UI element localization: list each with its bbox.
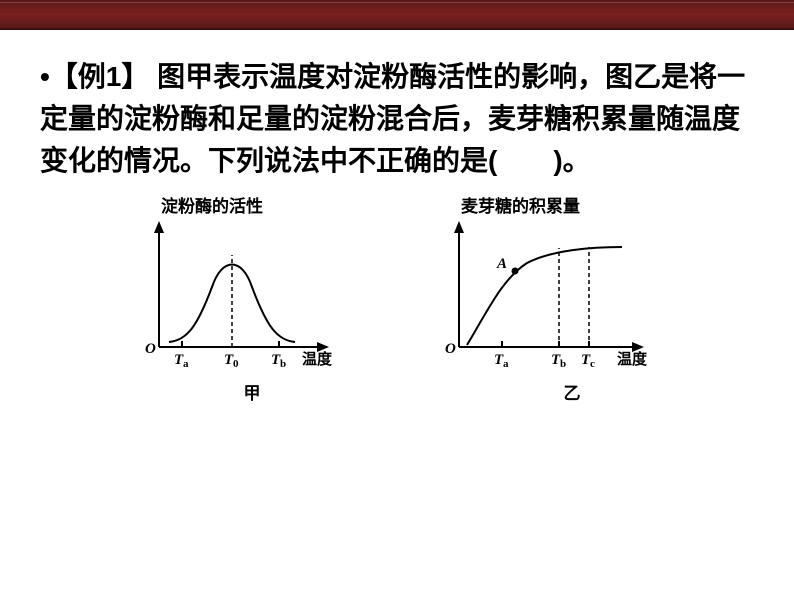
svg-text:A: A [496,256,507,272]
slide-header-bar [0,0,794,30]
svg-text:O: O [145,341,156,357]
svg-text:温度: 温度 [617,350,648,368]
svg-text:a: a [503,358,509,370]
chart-yi-svg: OATaTbTc温度 [417,217,677,377]
slide-content: •【例1】 图甲表示温度对淀粉酶活性的影响，图乙是将一定量的淀粉酶和足量的淀粉混… [0,30,794,404]
chart-yi-caption: 乙 [417,379,677,404]
chart-yi-y-title: 麦芽糖的积累量 [417,192,677,217]
svg-text:c: c [590,358,595,370]
svg-text:a: a [183,358,189,370]
svg-text:温度: 温度 [302,350,333,368]
chart-jia: 淀粉酶的活性 OTaT0Tb温度 甲 [117,192,357,404]
chart-jia-y-title: 淀粉酶的活性 [117,192,357,217]
charts-row: 淀粉酶的活性 OTaT0Tb温度 甲 麦芽糖的积累量 OATaTbTc温度 乙 [40,192,754,404]
chart-yi: 麦芽糖的积累量 OATaTbTc温度 乙 [417,192,677,404]
svg-text:0: 0 [233,358,239,370]
question-paragraph: •【例1】 图甲表示温度对淀粉酶活性的影响，图乙是将一定量的淀粉酶和足量的淀粉混… [40,56,754,182]
svg-text:b: b [560,358,566,370]
svg-text:O: O [445,341,456,357]
svg-text:b: b [280,358,286,370]
chart-jia-svg: OTaT0Tb温度 [117,217,357,377]
question-prefix: •【例1】 [40,61,157,92]
chart-jia-caption: 甲 [117,379,357,404]
